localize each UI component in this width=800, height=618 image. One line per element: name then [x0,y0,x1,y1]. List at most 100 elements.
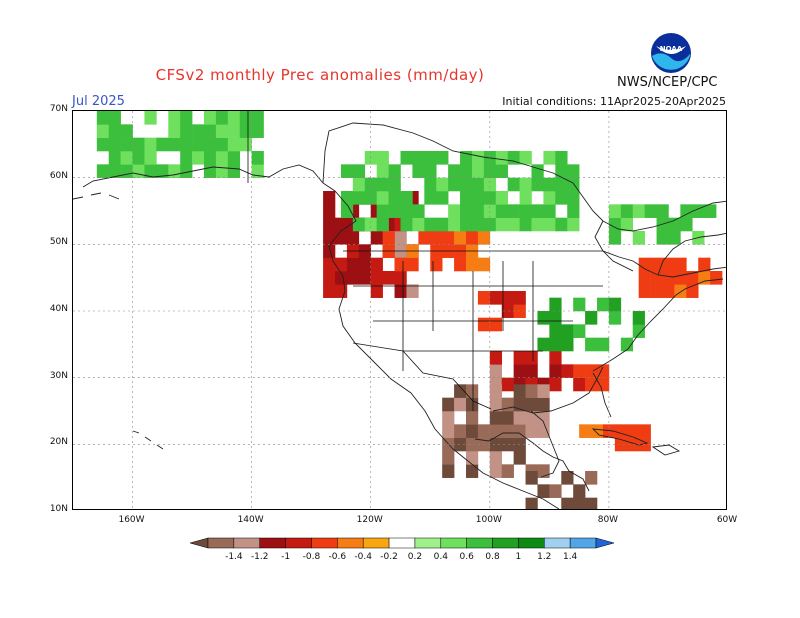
legend-swatch [362,537,390,549]
legend-swatch [492,537,519,549]
anomaly-cell [412,151,425,165]
anomaly-cell [483,177,497,192]
anomaly-cell [108,111,121,125]
anomaly-cell [704,204,717,218]
anomaly-cell [549,364,562,378]
anomaly-cell [489,291,503,305]
anomaly-cell [466,397,479,412]
anomaly-cell [477,317,491,332]
anomaly-cell [352,164,366,178]
anomaly-cell [192,151,205,165]
anomaly-cell [156,164,169,178]
anomaly-cell [323,204,336,218]
anomaly-cell [495,204,508,218]
anomaly-cell [180,111,193,125]
anomaly-cell [454,397,467,412]
anomaly-cell [108,124,121,138]
anomaly-cell [471,177,485,192]
anomaly-cell [215,137,229,152]
anomaly-cell [412,204,425,218]
anomaly-cell [352,191,366,205]
anomaly-cell [204,137,217,152]
anomaly-cell [471,217,485,232]
forecast-month: Jul 2025 [72,94,125,109]
anomaly-cell [632,231,645,245]
anomaly-cell [501,291,514,305]
anomaly-cell [406,284,419,298]
anomaly-cell [376,191,389,205]
anomaly-cell [608,231,622,245]
anomaly-cell [448,177,461,192]
anomaly-cell [323,284,336,298]
anomaly-cell [335,271,348,285]
anomaly-cell [454,384,467,398]
anomaly-cell [215,111,229,125]
anomaly-cell [448,204,461,218]
anomaly-cell [132,151,145,165]
anomaly-cell [251,124,264,138]
anomaly-cell [251,111,264,125]
anomaly-cell [489,411,503,425]
anomaly-cell [418,231,431,245]
anomaly-cell [323,191,336,205]
anomaly-cell [388,164,401,178]
anomaly-cell [180,124,193,138]
anomaly-cell [227,151,241,165]
anomaly-cell [650,271,663,285]
anomaly-cell [626,424,639,438]
anomaly-cell [585,311,598,325]
anomaly-cell [507,151,520,165]
anomaly-cell [573,297,586,312]
anomaly-cell [323,244,336,258]
anomaly-cell [549,297,562,312]
legend-swatch [189,537,209,549]
lat-tick-label: 30N [49,370,68,381]
anomaly-cell [573,497,586,509]
anomaly-cell [364,217,377,232]
legend-swatch [285,537,312,549]
anomaly-cell [323,257,336,272]
anomaly-cell [96,124,110,138]
anomaly-cell [471,191,485,205]
anomaly-cell [394,284,407,298]
anomaly-cell [412,217,425,232]
anomaly-cell [608,311,622,325]
anomaly-cell [96,111,110,125]
anomaly-region [96,111,264,178]
anomaly-cell [555,191,568,205]
anomaly-cell [638,271,651,285]
anomaly-cell [531,177,544,192]
anomaly-cell [543,204,556,218]
anomaly-cell [466,411,479,425]
anomaly-cell [567,191,580,205]
anomaly-cell [531,217,544,232]
anomaly-cell [501,397,514,412]
anomaly-cell [477,231,491,245]
anomaly-cell [460,217,473,232]
anomaly-cell [436,217,449,232]
anomaly-cell [650,284,663,298]
anomaly-cell [466,424,479,438]
anomaly-cell [680,204,693,218]
anomaly-cell [501,411,514,425]
anomaly-cell [460,191,473,205]
anomaly-cell [549,351,562,365]
anomaly-cell [394,271,407,285]
legend-label: -1.2 [251,552,269,562]
legend-label: 1 [516,552,522,562]
anomaly-cell [227,111,241,125]
legend-swatch [311,537,338,549]
legend-label: 0.6 [460,552,475,562]
anomaly-cell [650,257,663,272]
political-borders [247,111,634,411]
anomaly-cell [400,151,413,165]
anomaly-cell [180,151,193,165]
legend-label: -0.2 [380,552,398,562]
anomaly-region [579,424,651,452]
anomaly-cell [555,151,568,165]
anomaly-cell [132,137,145,152]
anomaly-cell [501,377,514,392]
anomaly-cell [501,437,514,452]
anomaly-cell [156,137,169,152]
anomaly-cell [442,231,455,245]
